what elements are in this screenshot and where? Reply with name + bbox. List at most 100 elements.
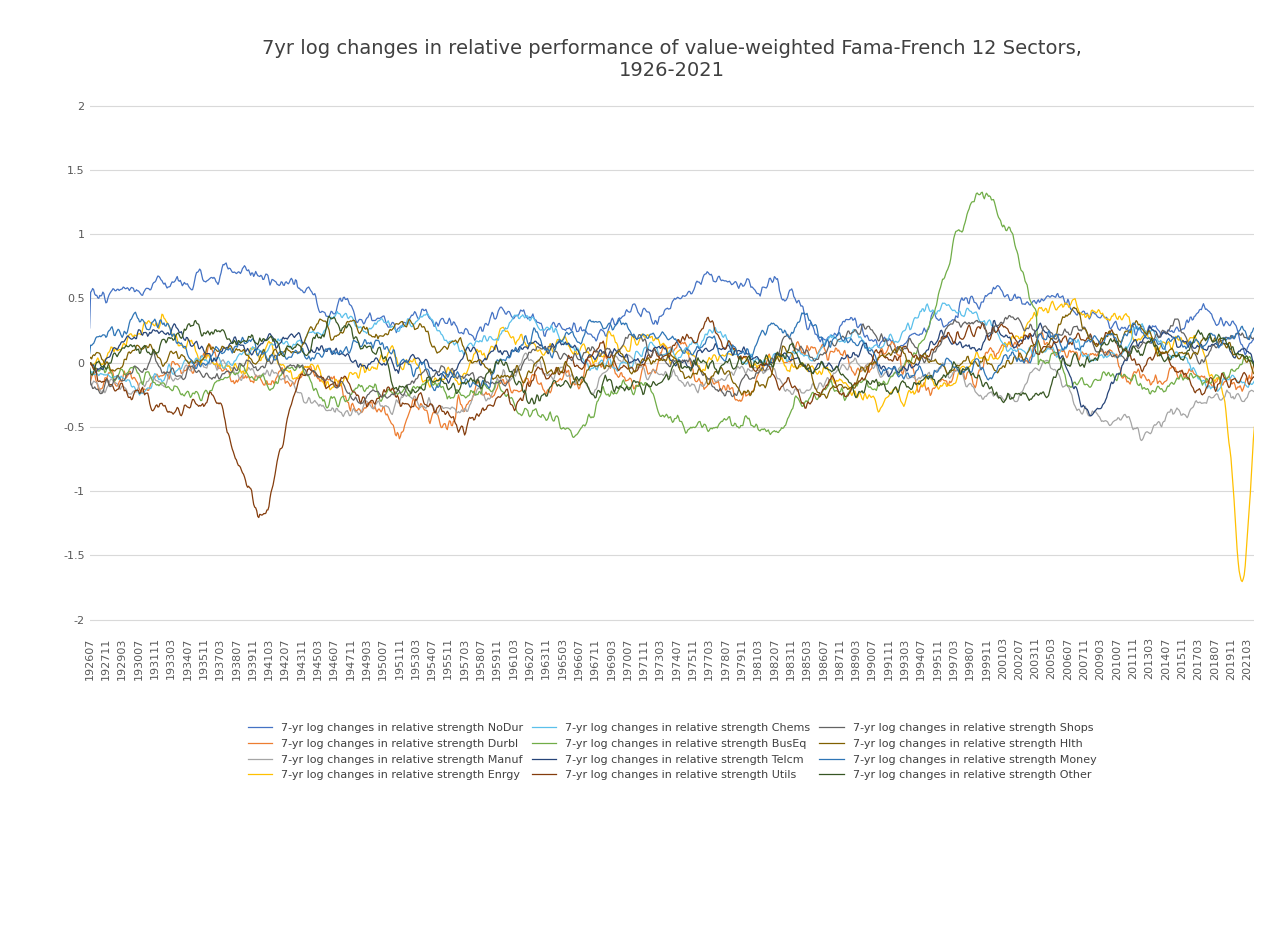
7-yr log changes in relative strength Hlth: [1110, 333, 1125, 344]
7-yr log changes in relative strength BusEq: [566, 432, 581, 443]
7-yr log changes in relative strength Other: [82, 363, 97, 374]
Line: 7-yr log changes in relative strength Shops: 7-yr log changes in relative strength Sh…: [90, 315, 1254, 404]
7-yr log changes in relative strength Durbl: [82, 366, 97, 378]
7-yr log changes in relative strength NoDur: [449, 323, 465, 334]
7-yr log changes in relative strength Manuf: [1088, 405, 1103, 417]
7-yr log changes in relative strength Telcm: [358, 362, 374, 373]
Line: 7-yr log changes in relative strength Money: 7-yr log changes in relative strength Mo…: [90, 312, 1254, 391]
7-yr log changes in relative strength Telcm: [449, 365, 465, 376]
7-yr log changes in relative strength Other: [1149, 341, 1165, 352]
7-yr log changes in relative strength Hlth: [1101, 326, 1116, 338]
Line: 7-yr log changes in relative strength BusEq: 7-yr log changes in relative strength Bu…: [90, 193, 1254, 437]
7-yr log changes in relative strength Chems: [82, 363, 97, 374]
7-yr log changes in relative strength Telcm: [1101, 386, 1116, 397]
7-yr log changes in relative strength Telcm: [1247, 358, 1262, 369]
7-yr log changes in relative strength NoDur: [1110, 319, 1125, 330]
7-yr log changes in relative strength Chems: [1101, 351, 1116, 362]
7-yr log changes in relative strength Enrgy: [1247, 421, 1262, 432]
7-yr log changes in relative strength Durbl: [392, 433, 407, 445]
7-yr log changes in relative strength Utils: [449, 423, 465, 434]
7-yr log changes in relative strength Enrgy: [1100, 313, 1115, 325]
7-yr log changes in relative strength Utils: [1110, 341, 1125, 352]
7-yr log changes in relative strength BusEq: [1149, 380, 1165, 392]
7-yr log changes in relative strength Enrgy: [1110, 313, 1125, 325]
7-yr log changes in relative strength Hlth: [1066, 301, 1082, 312]
7-yr log changes in relative strength Hlth: [1149, 351, 1165, 362]
7-yr log changes in relative strength Enrgy: [449, 375, 465, 386]
7-yr log changes in relative strength Money: [1110, 339, 1125, 350]
Title: 7yr log changes in relative performance of value-weighted Fama-French 12 Sectors: 7yr log changes in relative performance …: [262, 39, 1082, 80]
7-yr log changes in relative strength Utils: [1149, 342, 1165, 353]
7-yr log changes in relative strength NoDur: [1247, 332, 1262, 343]
7-yr log changes in relative strength NoDur: [1149, 323, 1165, 334]
7-yr log changes in relative strength Manuf: [1247, 386, 1262, 397]
7-yr log changes in relative strength Telcm: [1110, 368, 1125, 379]
7-yr log changes in relative strength Shops: [1002, 310, 1018, 321]
7-yr log changes in relative strength Money: [1247, 322, 1262, 333]
7-yr log changes in relative strength Money: [1101, 329, 1116, 340]
7-yr log changes in relative strength Telcm: [987, 315, 1002, 326]
7-yr log changes in relative strength Hlth: [449, 336, 465, 347]
7-yr log changes in relative strength BusEq: [1089, 374, 1105, 385]
7-yr log changes in relative strength Durbl: [358, 403, 374, 414]
7-yr log changes in relative strength Hlth: [1247, 368, 1262, 379]
7-yr log changes in relative strength Other: [449, 388, 465, 399]
7-yr log changes in relative strength Other: [1247, 363, 1262, 374]
7-yr log changes in relative strength Chems: [449, 339, 465, 350]
7-yr log changes in relative strength Hlth: [358, 324, 374, 335]
7-yr log changes in relative strength Chems: [934, 298, 950, 309]
7-yr log changes in relative strength Hlth: [82, 352, 97, 364]
Line: 7-yr log changes in relative strength Utils: 7-yr log changes in relative strength Ut…: [90, 317, 1254, 517]
7-yr log changes in relative strength Money: [360, 339, 375, 350]
7-yr log changes in relative strength Hlth: [1089, 341, 1105, 352]
7-yr log changes in relative strength Utils: [1101, 328, 1116, 339]
7-yr log changes in relative strength Other: [360, 342, 375, 353]
7-yr log changes in relative strength Chems: [360, 328, 375, 339]
7-yr log changes in relative strength Other: [526, 398, 541, 409]
7-yr log changes in relative strength Money: [1149, 339, 1165, 350]
7-yr log changes in relative strength Telcm: [82, 357, 97, 368]
7-yr log changes in relative strength Shops: [1247, 333, 1262, 344]
7-yr log changes in relative strength Manuf: [1134, 435, 1149, 446]
Line: 7-yr log changes in relative strength Enrgy: 7-yr log changes in relative strength En…: [90, 299, 1254, 581]
7-yr log changes in relative strength BusEq: [1101, 366, 1116, 378]
7-yr log changes in relative strength Chems: [132, 390, 147, 401]
7-yr log changes in relative strength Money: [82, 348, 97, 359]
Line: 7-yr log changes in relative strength Other: 7-yr log changes in relative strength Ot…: [90, 316, 1254, 404]
7-yr log changes in relative strength Other: [1089, 353, 1105, 365]
7-yr log changes in relative strength NoDur: [1088, 308, 1103, 319]
7-yr log changes in relative strength Other: [1110, 336, 1125, 347]
7-yr log changes in relative strength Money: [451, 368, 466, 379]
7-yr log changes in relative strength Utils: [251, 512, 266, 523]
7-yr log changes in relative strength BusEq: [82, 357, 97, 368]
7-yr log changes in relative strength Shops: [1101, 345, 1116, 356]
7-yr log changes in relative strength BusEq: [1247, 361, 1262, 372]
7-yr log changes in relative strength Shops: [355, 398, 370, 409]
7-yr log changes in relative strength Shops: [1089, 346, 1105, 357]
Legend: 7-yr log changes in relative strength NoDur, 7-yr log changes in relative streng: 7-yr log changes in relative strength No…: [243, 719, 1101, 785]
7-yr log changes in relative strength Manuf: [518, 348, 534, 359]
7-yr log changes in relative strength NoDur: [82, 323, 97, 334]
7-yr log changes in relative strength NoDur: [219, 258, 234, 269]
7-yr log changes in relative strength Durbl: [1089, 351, 1105, 362]
7-yr log changes in relative strength Other: [321, 311, 337, 322]
7-yr log changes in relative strength Utils: [82, 357, 97, 368]
7-yr log changes in relative strength Shops: [360, 391, 375, 402]
7-yr log changes in relative strength Utils: [1247, 372, 1262, 383]
7-yr log changes in relative strength Utils: [360, 401, 375, 412]
7-yr log changes in relative strength Chems: [1149, 335, 1165, 346]
7-yr log changes in relative strength Money: [128, 307, 143, 318]
7-yr log changes in relative strength Durbl: [449, 394, 465, 405]
7-yr log changes in relative strength NoDur: [360, 312, 375, 324]
Line: 7-yr log changes in relative strength Durbl: 7-yr log changes in relative strength Du…: [90, 333, 1254, 439]
7-yr log changes in relative strength Manuf: [358, 395, 374, 406]
7-yr log changes in relative strength BusEq: [358, 384, 374, 395]
7-yr log changes in relative strength Other: [1101, 338, 1116, 349]
7-yr log changes in relative strength Manuf: [449, 406, 465, 418]
7-yr log changes in relative strength Durbl: [1101, 346, 1116, 357]
7-yr log changes in relative strength Enrgy: [358, 366, 374, 378]
7-yr log changes in relative strength Shops: [1110, 352, 1125, 364]
Line: 7-yr log changes in relative strength Telcm: 7-yr log changes in relative strength Te…: [90, 321, 1254, 416]
7-yr log changes in relative strength Shops: [449, 373, 465, 384]
7-yr log changes in relative strength Manuf: [1110, 414, 1125, 425]
